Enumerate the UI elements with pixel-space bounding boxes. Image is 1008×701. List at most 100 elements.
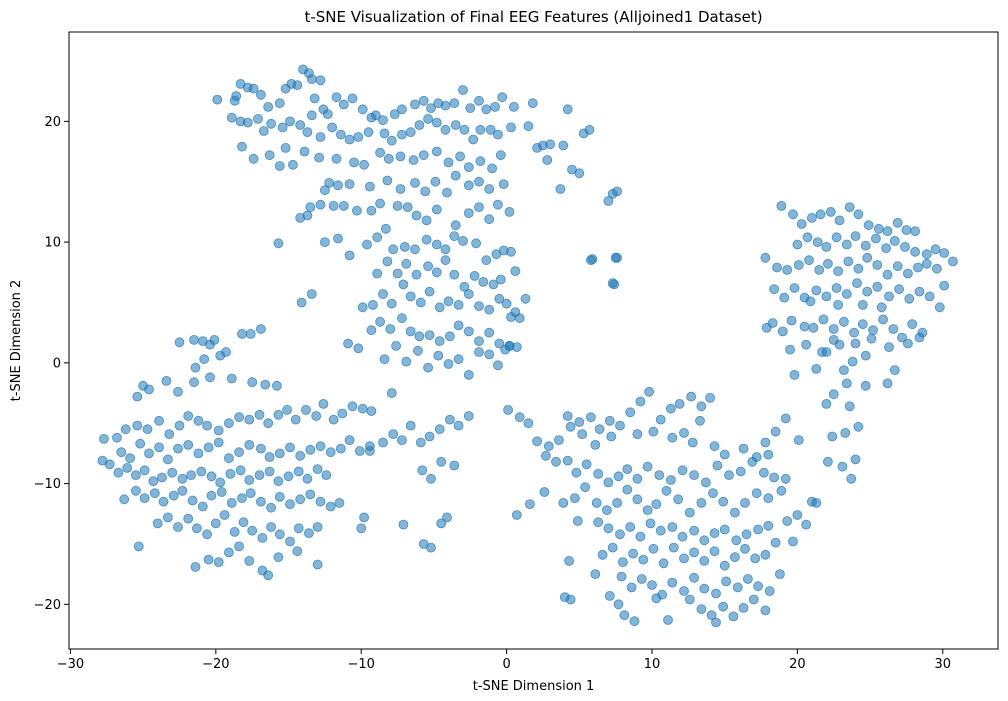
scatter-point — [314, 152, 325, 163]
scatter-point — [364, 446, 375, 456]
scatter-point — [520, 293, 531, 304]
scatter-point — [162, 454, 173, 465]
scatter-point — [344, 250, 355, 261]
scatter-point — [828, 324, 839, 334]
scatter-point — [132, 391, 143, 402]
scatter-point — [769, 284, 779, 295]
scatter-point — [449, 460, 460, 471]
y-tick-label: −10 — [34, 477, 61, 492]
scatter-point — [116, 447, 127, 458]
scatter-point — [625, 522, 636, 532]
scatter-point — [357, 403, 368, 414]
scatter-point — [506, 246, 516, 257]
scatter-point — [604, 415, 615, 426]
x-tick-label: 20 — [789, 657, 806, 672]
scatter-point — [149, 488, 160, 499]
scatter-point — [532, 436, 542, 447]
scatter-point — [245, 328, 256, 339]
scatter-point — [764, 586, 775, 596]
scatter-point — [264, 466, 275, 477]
scatter-point — [199, 354, 210, 365]
scatter-point — [708, 488, 718, 499]
scatter-point — [709, 441, 720, 452]
scatter-point — [138, 380, 149, 391]
scatter-point — [625, 407, 636, 418]
scatter-point — [532, 142, 542, 153]
scatter-point — [934, 302, 945, 313]
scatter-point — [274, 448, 285, 459]
scatter-point — [651, 499, 662, 510]
scatter-point — [695, 415, 705, 426]
scatter-point — [234, 412, 245, 423]
scatter-point — [247, 377, 258, 388]
scatter-point — [183, 411, 194, 421]
scatter-point — [474, 202, 484, 213]
scatter-point — [825, 206, 836, 217]
scatter-point — [801, 339, 811, 350]
scatter-point — [626, 582, 637, 593]
scatter-point — [226, 112, 237, 123]
scatter-point — [189, 334, 199, 345]
scatter-point — [570, 493, 580, 504]
scatter-point — [305, 489, 316, 500]
scatter-point — [834, 215, 845, 226]
scatter-point — [154, 442, 165, 453]
scatter-point — [392, 200, 403, 211]
scatter-point — [299, 146, 310, 157]
scatter-point — [792, 239, 803, 250]
scatter-point — [484, 214, 495, 225]
scatter-point — [510, 266, 521, 277]
scatter-point — [840, 427, 851, 438]
scatter-point — [860, 240, 871, 251]
scatter-point — [862, 252, 873, 263]
scatter-point — [841, 239, 852, 250]
scatter-point — [135, 438, 146, 449]
scatter-point — [612, 186, 622, 197]
scatter-point — [789, 369, 800, 380]
scatter-point — [357, 104, 368, 115]
scatter-point — [202, 529, 213, 540]
scatter-point — [494, 338, 505, 349]
scatter-point — [841, 378, 852, 389]
scatter-point — [689, 572, 699, 583]
scatter-point — [892, 217, 903, 228]
scatter-point — [712, 460, 723, 471]
scatter-point — [242, 117, 253, 128]
scatter-point — [430, 176, 441, 187]
scatter-point — [405, 420, 416, 431]
scatter-point — [191, 523, 202, 534]
scatter-point — [282, 404, 293, 415]
scatter-point — [237, 141, 247, 152]
scatter-point — [700, 477, 711, 488]
scatter-point — [414, 331, 425, 342]
scatter-point — [751, 452, 762, 462]
scatter-point — [780, 413, 791, 424]
scatter-point — [839, 365, 849, 376]
scatter-point — [193, 448, 204, 459]
scatter-point — [216, 487, 227, 497]
scatter-point — [616, 571, 627, 582]
scatter-point — [730, 552, 740, 563]
scatter-point — [321, 470, 332, 481]
scatter-point — [311, 411, 322, 421]
scatter-point — [443, 296, 454, 307]
scatter-point — [907, 319, 918, 330]
scatter-point — [258, 126, 269, 136]
scatter-point — [474, 336, 484, 347]
scatter-point — [213, 557, 224, 567]
scatter-point — [618, 557, 628, 567]
scatter-point — [523, 418, 534, 429]
scatter-point — [157, 472, 167, 483]
scatter-point — [334, 497, 345, 508]
scatter-point — [343, 338, 354, 349]
scatter-point — [319, 185, 330, 196]
scatter-point — [263, 102, 274, 112]
scatter-point — [190, 362, 201, 373]
scatter-point — [302, 127, 313, 138]
scatter-point — [319, 237, 330, 248]
scatter-point — [484, 349, 495, 360]
scatter-point — [509, 102, 519, 112]
scatter-point — [721, 576, 731, 587]
scatter-point — [888, 324, 899, 334]
scatter-point — [684, 507, 695, 518]
